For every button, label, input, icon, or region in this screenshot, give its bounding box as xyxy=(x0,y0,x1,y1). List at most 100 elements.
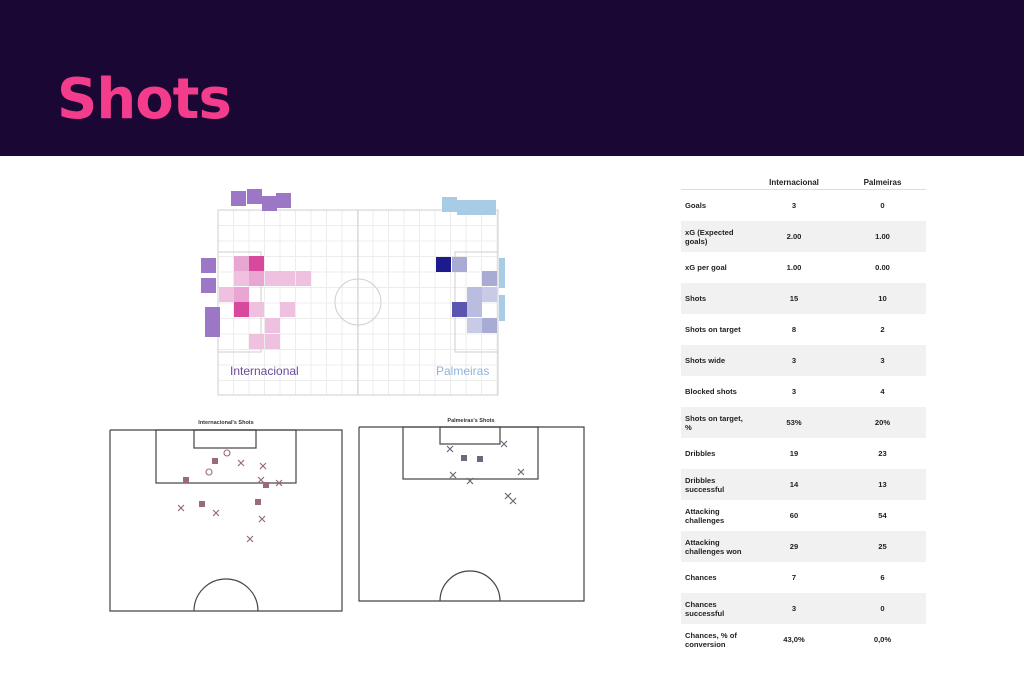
stat-home-value: 29 xyxy=(789,542,799,551)
heat-cell xyxy=(482,271,497,286)
stats-header-home: Internacional xyxy=(769,177,819,187)
heat-cell xyxy=(219,287,234,302)
stats-header-away: Palmeiras xyxy=(863,177,902,187)
stat-label: Chances, % of conversion xyxy=(685,630,737,649)
heat-cell xyxy=(265,334,280,349)
shot-miss-marker xyxy=(259,462,267,470)
heat-cell xyxy=(452,257,467,272)
stat-home-value: 60 xyxy=(789,511,799,520)
stat-label: xG (Expected goals) xyxy=(685,227,734,246)
home-pitch-outline xyxy=(109,429,343,612)
heat-cell xyxy=(249,302,264,317)
heat-cell xyxy=(499,258,505,273)
stat-away-value: 0,0% xyxy=(873,635,892,644)
stat-label: Attacking challenges xyxy=(685,506,725,525)
stat-row: Shots on target 8 2 xyxy=(681,314,926,345)
heat-cell xyxy=(296,271,311,286)
stat-away-value: 54 xyxy=(878,511,887,520)
stats-body: Goals 3 0 xG (Expected goals) 2.00 1.00 xG per… xyxy=(681,190,926,655)
header-banner: Shots xyxy=(0,0,1024,156)
stat-row: Goals 3 0 xyxy=(681,190,926,221)
away-team-label: Palmeiras xyxy=(436,364,489,378)
stat-home-value: 3 xyxy=(791,387,797,396)
heat-cell xyxy=(482,287,497,302)
stat-label: Chances xyxy=(685,573,717,582)
stat-home-value: 53% xyxy=(786,418,802,427)
shot-on-target-marker xyxy=(183,477,189,483)
shot-miss-marker xyxy=(177,504,185,512)
heat-cell xyxy=(265,318,280,333)
home-team-label: Internacional xyxy=(230,364,299,378)
stat-home-value: 1.00 xyxy=(786,263,802,272)
stat-label: Dribbles xyxy=(685,449,716,458)
heat-cell xyxy=(499,295,505,310)
heat-cell xyxy=(249,256,264,271)
stat-home-value: 2.00 xyxy=(786,232,802,241)
away-shot-map-title: Palmeiras's Shots xyxy=(447,418,494,424)
shot-miss-marker xyxy=(446,445,454,453)
stat-home-value: 3 xyxy=(791,604,797,613)
heat-cell xyxy=(467,287,482,302)
stat-home-value: 7 xyxy=(791,573,797,582)
stat-away-value: 3 xyxy=(880,356,885,365)
stat-row: Shots 15 10 xyxy=(681,283,926,314)
shot-miss-marker xyxy=(212,509,220,517)
heat-cell xyxy=(234,256,249,271)
heat-cell xyxy=(467,302,482,317)
shot-goal-marker xyxy=(205,468,213,476)
heat-cell xyxy=(280,302,295,317)
stats-header: Internacional Palmeiras xyxy=(681,175,926,190)
stat-row: Dribbles 19 23 xyxy=(681,438,926,469)
heat-cell xyxy=(265,271,280,286)
shot-goal-marker xyxy=(223,449,231,457)
stat-away-value: 10 xyxy=(878,294,887,303)
shot-miss-marker xyxy=(500,440,508,448)
shot-heatmap-pitch: Internacional Palmeiras xyxy=(201,189,505,396)
stat-label: Attacking challenges won xyxy=(685,537,742,556)
home-center-arc xyxy=(193,578,259,612)
heat-cell xyxy=(457,200,472,215)
stat-row: Shots on target, % 53% 20% xyxy=(681,407,926,438)
stat-home-value: 8 xyxy=(791,325,797,334)
heat-cell xyxy=(249,271,264,286)
stat-away-value: 0 xyxy=(880,201,885,210)
heat-cell xyxy=(280,271,295,286)
heat-cell xyxy=(234,271,249,286)
heat-cell xyxy=(262,196,277,211)
stat-row: Attacking challenges won 29 25 xyxy=(681,531,926,562)
heat-cell xyxy=(467,318,482,333)
stat-row: Blocked shots 3 4 xyxy=(681,376,926,407)
stat-label: Shots wide xyxy=(685,356,726,365)
heat-cell xyxy=(247,189,262,204)
stat-row: Shots wide 3 3 xyxy=(681,345,926,376)
heat-cell xyxy=(499,306,505,321)
shot-on-target-marker xyxy=(255,499,261,505)
home-shot-map: Internacional's Shots xyxy=(109,420,343,612)
stat-away-value: 20% xyxy=(874,418,891,427)
stats-table: Internacional Palmeiras Goals 3 0 xG (Expec… xyxy=(681,175,926,655)
stat-away-value: 1.00 xyxy=(875,232,890,241)
heat-cell xyxy=(205,322,220,337)
shot-miss-marker xyxy=(466,477,474,485)
stat-away-value: 0.00 xyxy=(875,263,890,272)
heat-cell xyxy=(201,278,216,293)
shot-on-target-marker xyxy=(263,482,269,488)
heat-cell xyxy=(231,191,246,206)
heat-cell xyxy=(249,334,264,349)
home-shot-markers xyxy=(177,449,283,543)
stat-row: Chances 7 6 xyxy=(681,562,926,593)
heat-cell xyxy=(442,197,457,212)
heat-cell xyxy=(276,193,291,208)
heat-cell xyxy=(205,307,220,322)
shot-miss-marker xyxy=(449,471,457,479)
shot-miss-marker xyxy=(509,497,517,505)
away-center-arc xyxy=(439,570,501,602)
shot-miss-marker xyxy=(517,468,525,476)
away-shot-map: Palmeiras's Shots xyxy=(358,418,585,602)
shot-on-target-marker xyxy=(212,458,218,464)
away-shot-markers xyxy=(446,440,525,505)
stat-label: Dribbles successful xyxy=(685,475,725,494)
away-penalty-area xyxy=(402,426,539,480)
stat-row: Attacking challenges 60 54 xyxy=(681,500,926,531)
stat-away-value: 6 xyxy=(880,573,885,582)
